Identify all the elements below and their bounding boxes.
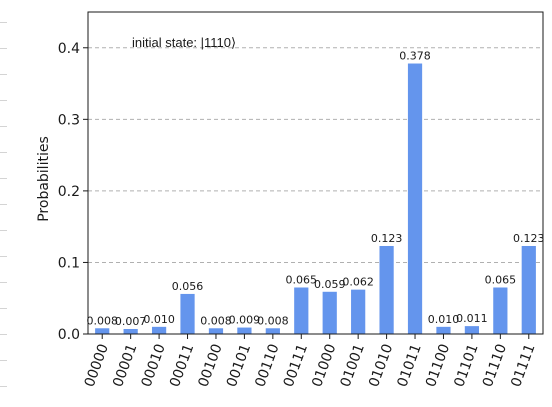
x-tick-label: 01011 [395,342,425,389]
x-tick-label: 00100 [195,342,225,389]
y-tick-label: 0.1 [58,255,80,271]
y-tick-label: 0.4 [58,41,80,57]
data-label: 0.056 [172,280,204,293]
data-label: 0.008 [257,314,289,327]
x-tick-label: 00101 [224,342,254,389]
x-tick-label: 01001 [338,342,368,389]
grid-layer [88,47,543,263]
x-tick-label: 00000 [82,342,112,389]
x-tick-label: 01010 [366,342,396,389]
data-label: 0.010 [428,313,460,326]
x-tick-label: 00111 [281,342,311,389]
bar [322,291,337,334]
data-label: 0.062 [342,276,374,289]
bar [521,245,536,334]
data-label: 0.007 [115,315,147,328]
y-tick-label: 0.3 [58,112,80,128]
x-tick-label: 01111 [508,342,538,389]
x-tick-label: 01101 [451,342,481,389]
bar-layer [95,63,536,335]
y-tick-label: 0.2 [58,184,80,200]
data-label: 0.011 [456,312,488,325]
data-label: 0.059 [314,278,346,291]
x-tick-label: 00110 [252,342,282,389]
bar [208,328,224,334]
bar [237,327,252,334]
bar [151,326,167,334]
data-label: 0.065 [286,273,318,286]
bar [180,293,195,334]
x-tick-label: 01110 [480,342,510,389]
data-label: 0.009 [229,314,261,327]
data-label: 0.008 [86,314,118,327]
x-tick-label: 00010 [139,342,169,389]
data-label: 0.378 [399,50,431,63]
x-tick-label: 00001 [110,342,140,389]
bar [493,287,508,334]
bar [436,326,451,334]
bar [379,245,394,334]
bar [95,328,110,334]
y-axis-label: Probabilities [36,136,52,222]
data-label: 0.123 [371,232,403,245]
data-label: 0.123 [513,232,545,245]
data-label: 0.010 [143,313,175,326]
data-label: 0.065 [485,273,517,286]
x-axis-ticks: 0000000001000100001100100001010011000111… [82,334,539,389]
bar [265,328,280,334]
bar [407,63,423,335]
left-edge-marks [0,0,10,407]
bar [351,289,366,334]
plot-frame [87,11,544,335]
bar [123,328,138,334]
bar [464,326,480,334]
initial-state-annotation: initial state: |1110⟩ [132,35,236,50]
y-axis-ticks: 0.0 0.1 0.2 0.3 0.4 [58,41,88,343]
y-tick-label: 0.0 [58,327,80,343]
x-tick-label: 01000 [309,342,339,389]
x-tick-label: 01100 [423,342,453,389]
data-label: 0.008 [200,314,232,327]
data-label-layer: 0.0080.0070.0100.0560.0080.0090.0080.065… [86,50,544,328]
bar [294,287,309,334]
x-tick-label: 00011 [167,342,197,389]
